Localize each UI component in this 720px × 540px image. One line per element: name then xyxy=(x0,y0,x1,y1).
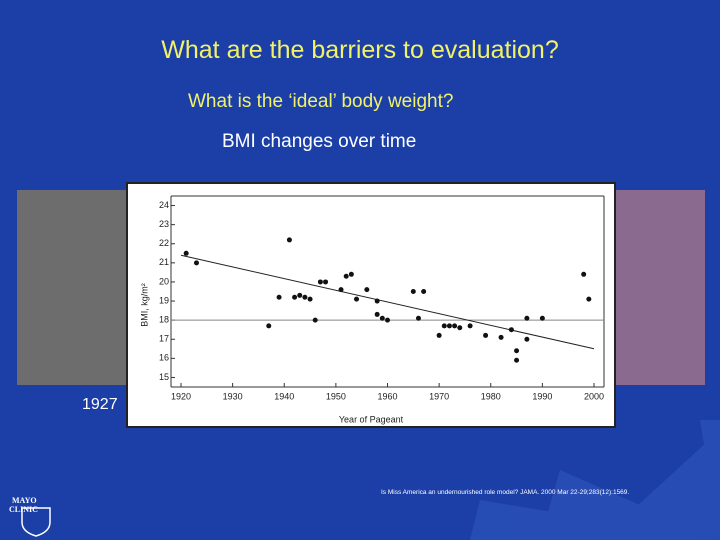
data-point xyxy=(266,323,272,329)
data-point xyxy=(193,260,199,266)
data-point xyxy=(524,315,530,321)
x-tick-label: 1940 xyxy=(274,391,294,401)
data-point xyxy=(385,317,390,323)
data-point xyxy=(343,273,349,279)
data-point xyxy=(415,315,421,321)
data-point xyxy=(374,311,380,317)
data-point xyxy=(539,315,545,321)
logo-shield xyxy=(21,507,51,537)
data-point xyxy=(441,323,447,329)
logo-word: CLINIC xyxy=(9,505,38,514)
y-tick-label: 24 xyxy=(159,200,169,210)
data-point xyxy=(581,271,587,277)
data-point xyxy=(364,287,370,293)
y-tick-label: 15 xyxy=(159,372,169,382)
chart-frame xyxy=(126,182,616,428)
data-point xyxy=(446,323,452,329)
data-point xyxy=(374,298,380,304)
data-point xyxy=(498,334,504,340)
y-tick-label: 21 xyxy=(159,257,169,267)
x-tick-label: 1980 xyxy=(481,391,501,401)
data-point xyxy=(276,294,282,300)
data-point xyxy=(307,296,313,302)
photo-modern xyxy=(616,190,705,385)
y-tick-label: 17 xyxy=(159,334,169,344)
data-point xyxy=(302,294,308,300)
data-point xyxy=(421,289,427,294)
y-axis-label: BMI, kg/m² xyxy=(139,283,149,327)
data-point xyxy=(183,250,189,256)
x-tick-label: 1990 xyxy=(532,391,552,401)
data-point xyxy=(297,292,303,298)
data-point xyxy=(286,237,292,243)
trend-line xyxy=(180,254,595,350)
photo-1927 xyxy=(17,190,126,385)
y-tick-label: 19 xyxy=(159,295,169,305)
x-tick-label: 1920 xyxy=(171,391,191,401)
data-point xyxy=(354,296,360,302)
y-tick-label: 22 xyxy=(159,238,169,248)
data-point xyxy=(452,323,458,329)
logo-word: MAYO xyxy=(12,496,37,505)
data-point xyxy=(338,287,344,293)
data-point xyxy=(292,294,298,300)
data-point xyxy=(410,289,416,294)
y-tick-label: 20 xyxy=(159,276,169,286)
data-point xyxy=(508,327,514,333)
subtitle: What is the ‘ideal’ body weight? xyxy=(188,91,454,112)
data-point xyxy=(514,348,520,354)
x-tick-label: 1950 xyxy=(326,391,346,401)
x-tick-label: 1970 xyxy=(429,391,449,401)
data-point xyxy=(467,323,473,329)
x-tick-label: 2000 xyxy=(584,391,604,401)
citation: Is Miss America an undernourished role m… xyxy=(381,489,630,496)
data-point xyxy=(379,315,385,321)
data-point xyxy=(586,296,592,302)
data-point xyxy=(317,279,323,285)
data-point xyxy=(436,332,442,338)
data-point xyxy=(483,332,489,338)
data-point xyxy=(457,325,463,331)
heading: BMI changes over time xyxy=(222,131,417,152)
data-point xyxy=(348,271,354,277)
data-point xyxy=(514,357,520,363)
data-point xyxy=(323,279,329,285)
slide-title: What are the barriers to evaluation? xyxy=(161,36,559,64)
x-tick-label: 1930 xyxy=(223,391,243,401)
data-point xyxy=(312,317,318,323)
x-axis-label: Year of Pageant xyxy=(339,414,404,424)
chart: Year of Pageant BMI, kg/m² 1516171819202… xyxy=(126,182,616,428)
x-tick-label: 1960 xyxy=(377,391,397,401)
y-tick-label: 18 xyxy=(159,315,169,325)
y-tick-label: 16 xyxy=(159,353,169,363)
data-point xyxy=(524,336,530,342)
y-tick-label: 23 xyxy=(159,219,169,229)
photo-caption: 1927 xyxy=(82,396,118,413)
